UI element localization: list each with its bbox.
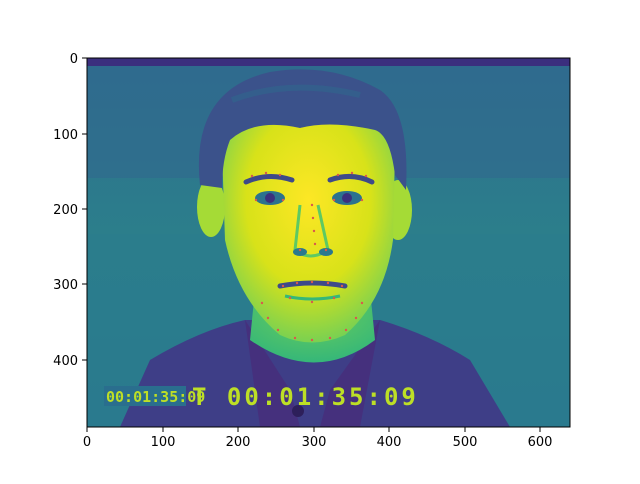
face-image: 00:01:35:09 T 00:01:35:09 (87, 58, 570, 427)
landmark-dot (364, 174, 368, 178)
right-pupil (342, 193, 352, 203)
landmark-dot (254, 198, 258, 202)
landmark-dot (354, 316, 358, 320)
right-nostril (319, 248, 333, 256)
left-nostril (293, 248, 307, 256)
landmark-dot (310, 300, 314, 304)
landmark-dot (311, 216, 315, 220)
landmark-dot (350, 171, 354, 175)
timecode-large: T 00:01:35:09 (192, 383, 419, 411)
landmark-dot (276, 328, 280, 332)
y-tick-label: 400 (53, 354, 78, 369)
landmark-dot (295, 281, 299, 285)
landmark-dot (288, 296, 292, 300)
landmark-dot (324, 248, 328, 252)
y-tick-label: 200 (53, 203, 78, 218)
landmark-dot (344, 328, 348, 332)
landmark-dot (328, 336, 332, 340)
y-axis: 0 100 200 300 400 (53, 52, 87, 369)
shirt-button (292, 405, 304, 417)
timecode-small-box (104, 386, 186, 406)
shirt-collar-left (245, 320, 300, 427)
timecode-small: 00:01:35:09 (106, 388, 205, 406)
lower-lip (284, 294, 341, 301)
hair-highlight (230, 84, 361, 103)
shirt (120, 320, 510, 427)
landmark-dot (312, 229, 316, 233)
axes-frame (86, 57, 571, 428)
landmark-dot (360, 198, 364, 202)
landmark-dot (278, 173, 282, 177)
hair (198, 69, 407, 190)
landmark-dot (260, 301, 264, 305)
top-scanline-strip (87, 58, 570, 66)
left-pupil (265, 193, 275, 203)
landmark-dot (310, 203, 314, 207)
x-tick-label: 100 (151, 435, 176, 450)
right-eyebrow (327, 174, 375, 185)
landmark-dot (281, 284, 285, 288)
face (222, 105, 395, 343)
x-tick-label: 0 (83, 435, 91, 450)
landmark-dot (313, 242, 317, 246)
y-tick-label: 300 (53, 278, 78, 293)
landmark-dot (326, 281, 330, 285)
facial-landmarks (250, 171, 368, 342)
landmark-dot (281, 198, 285, 202)
landmark-dot (298, 248, 302, 252)
landmark-dot (336, 173, 340, 177)
x-axis: 0 100 200 300 400 500 600 (83, 427, 553, 450)
left-ear (197, 177, 225, 237)
landmark-dot (340, 284, 344, 288)
landmark-dot (310, 338, 314, 342)
landmark-dot (332, 296, 336, 300)
x-tick-label: 300 (302, 435, 327, 450)
left-eyebrow (243, 174, 295, 185)
landmark-dot (264, 171, 268, 175)
landmark-dot (250, 174, 254, 178)
landmark-dot (332, 198, 336, 202)
landmark-dot (266, 316, 270, 320)
x-tick-label: 400 (377, 435, 402, 450)
x-tick-label: 200 (226, 435, 251, 450)
landmark-dot (310, 280, 314, 284)
y-tick-label: 100 (53, 128, 78, 143)
y-tick-label: 0 (70, 52, 78, 67)
landmark-dot (360, 301, 364, 305)
landmark-dot (293, 336, 297, 340)
x-tick-label: 600 (528, 435, 553, 450)
x-tick-label: 500 (453, 435, 478, 450)
